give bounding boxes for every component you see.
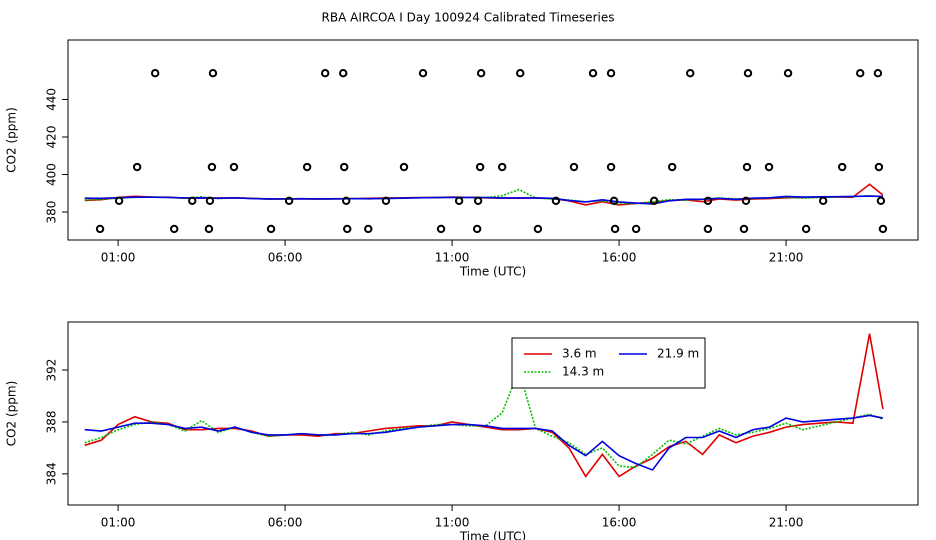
calibration-point [742,162,752,172]
calibration-point [381,196,391,205]
x-tick-label: 06:00 [268,516,303,530]
calibration-point [418,69,428,78]
calibration-point [703,224,713,234]
y-tick-label: 420 [45,126,59,149]
plot-frame [67,39,919,241]
calibration-point [741,196,751,205]
calibration-point [207,162,217,172]
y-tick-label: 440 [45,88,59,111]
chart-title: RBA AIRCOA I Day 100924 Calibrated Times… [322,11,615,25]
x-tick-label: 16:00 [602,251,637,265]
calibration-point [686,69,695,78]
legend-box [511,337,706,389]
calibration-point [205,196,215,205]
calibration-point [472,224,482,234]
calibration-point [114,196,124,205]
calibration-point [606,162,616,172]
series-line [84,333,884,478]
x-tick-label: 21:00 [769,251,804,265]
calibration-point [873,69,883,78]
series-line [84,367,884,469]
legend-label: 14.3 m [562,365,604,379]
series-line [84,195,883,205]
legend-label: 21.9 m [657,347,699,361]
y-tick-label: 392 [45,359,59,382]
calibration-point [473,196,483,205]
calibration-point [856,69,865,78]
y-tick-label: 400 [45,163,59,186]
x-tick-label: 11:00 [435,516,470,530]
x-axis-label: Time (UTC) [459,265,526,279]
x-axis-label: Time (UTC) [459,530,526,540]
y-tick-label: 380 [45,201,59,224]
calibration-point [876,196,886,205]
calibration-point [150,69,160,78]
calibration-point [343,224,352,234]
y-axis-label: CO2 (ppm) [5,381,19,447]
calibration-point [818,196,828,205]
calibration-point [320,69,330,78]
calibration-point [170,224,179,234]
calibration-point [533,224,543,234]
calibration-point [339,69,348,78]
legend-label: 3.6 m [562,347,597,361]
calibration-point [703,196,713,205]
calibration-point [340,162,349,172]
calibration-point [609,196,619,205]
series-line [84,414,884,471]
calibration-point [874,162,884,172]
y-tick-label: 388 [45,410,59,433]
calibration-point [364,224,373,234]
plot-frame [67,321,919,506]
calibration-point [569,162,579,172]
calibration-point [649,196,659,205]
x-tick-label: 21:00 [769,516,804,530]
calibration-point [475,162,485,172]
x-tick-label: 11:00 [435,251,470,265]
calibration-point [208,69,218,78]
calibration-point [302,162,312,172]
calibration-point [399,162,409,172]
calibration-point [783,69,793,78]
calibration-point [497,162,507,172]
calibration-point [588,69,598,78]
calibration-point [436,224,446,234]
x-tick-label: 01:00 [101,251,136,265]
calibration-point [476,69,486,78]
calibration-point [878,224,888,234]
y-axis-label: CO2 (ppm) [5,107,19,173]
calibration-point [454,196,464,205]
calibration-point [837,162,847,172]
calibration-point [551,196,561,205]
calibration-point [516,69,525,78]
calibration-point [266,224,276,234]
calibration-point [743,69,753,78]
calibration-point [606,69,616,78]
calibration-point [132,162,142,172]
calibration-point [764,162,774,172]
calibration-point [284,196,294,205]
x-tick-label: 01:00 [101,516,136,530]
x-tick-label: 06:00 [268,251,303,265]
calibration-point [204,224,214,234]
calibration-point [739,224,749,234]
calibration-point [610,224,620,234]
calibration-point [667,162,677,172]
calibration-point [188,196,197,205]
calibration-point [95,224,105,234]
calibration-point [229,162,239,172]
calibration-point [342,196,351,205]
x-tick-label: 16:00 [602,516,637,530]
calibration-point [801,224,811,234]
y-tick-label: 384 [45,462,59,485]
calibration-point [631,224,641,234]
